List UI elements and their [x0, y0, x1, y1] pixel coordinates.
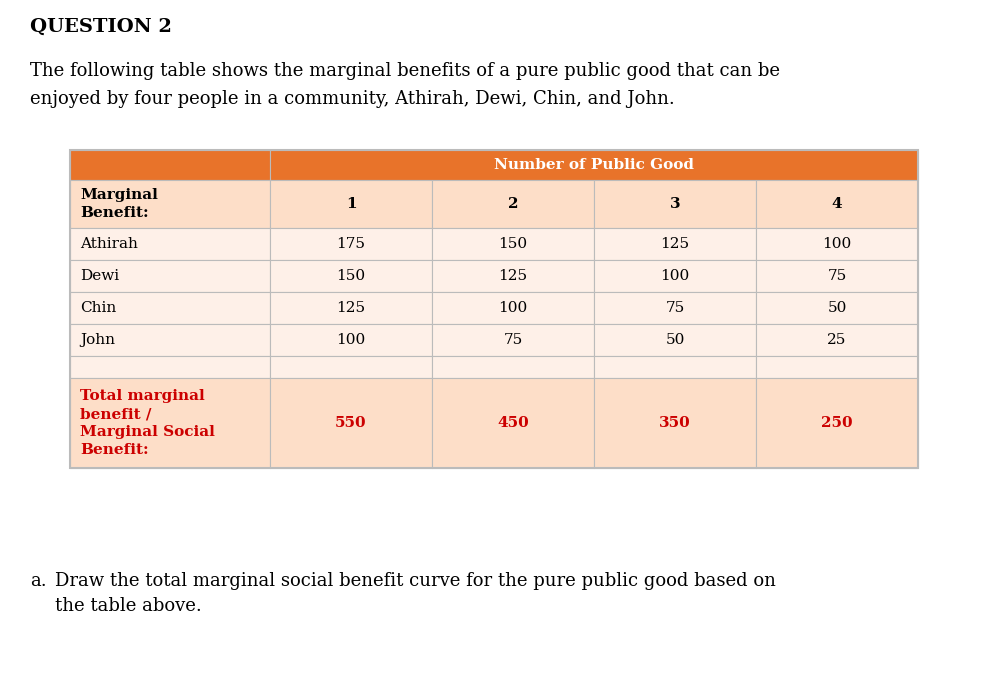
Bar: [756, 378, 918, 468]
Bar: [70, 324, 270, 356]
Text: 125: 125: [660, 237, 690, 251]
Bar: [270, 356, 432, 378]
Bar: [270, 228, 432, 260]
Bar: [432, 260, 594, 292]
Text: 75: 75: [665, 301, 685, 315]
Text: 75: 75: [503, 333, 523, 347]
Text: 350: 350: [659, 416, 691, 430]
Bar: [270, 150, 918, 180]
Bar: [756, 324, 918, 356]
Bar: [432, 378, 594, 468]
Text: Athirah: Athirah: [80, 237, 138, 251]
Text: enjoyed by four people in a community, Athirah, Dewi, Chin, and John.: enjoyed by four people in a community, A…: [30, 90, 675, 108]
Bar: [70, 292, 270, 324]
Bar: [432, 228, 594, 260]
Bar: [756, 292, 918, 324]
Bar: [70, 150, 918, 468]
Text: John: John: [80, 333, 115, 347]
Text: 3: 3: [670, 197, 681, 211]
Text: 1: 1: [346, 197, 357, 211]
Text: 150: 150: [337, 269, 366, 283]
Bar: [594, 292, 756, 324]
Text: 100: 100: [336, 333, 366, 347]
Text: 550: 550: [335, 416, 367, 430]
Text: Total marginal
benefit /
Marginal Social
Benefit:: Total marginal benefit / Marginal Social…: [80, 389, 214, 457]
Text: QUESTION 2: QUESTION 2: [30, 18, 172, 36]
Text: Marginal
Benefit:: Marginal Benefit:: [80, 188, 158, 220]
Bar: [594, 180, 756, 228]
Bar: [594, 260, 756, 292]
Text: 150: 150: [498, 237, 528, 251]
Bar: [756, 356, 918, 378]
Text: Number of Public Good: Number of Public Good: [494, 158, 694, 172]
Bar: [756, 260, 918, 292]
Bar: [70, 150, 270, 180]
Text: The following table shows the marginal benefits of a pure public good that can b: The following table shows the marginal b…: [30, 62, 780, 80]
Bar: [270, 378, 432, 468]
Bar: [70, 228, 270, 260]
Text: 2: 2: [508, 197, 519, 211]
Text: 125: 125: [337, 301, 366, 315]
Bar: [432, 180, 594, 228]
Text: 100: 100: [660, 269, 690, 283]
Bar: [756, 228, 918, 260]
Bar: [432, 356, 594, 378]
Bar: [270, 180, 432, 228]
Text: a.: a.: [30, 572, 46, 590]
Text: 450: 450: [497, 416, 529, 430]
Bar: [594, 378, 756, 468]
Text: 100: 100: [498, 301, 528, 315]
Bar: [432, 292, 594, 324]
Text: 125: 125: [498, 269, 528, 283]
Text: 25: 25: [827, 333, 847, 347]
Text: 4: 4: [832, 197, 843, 211]
Text: 50: 50: [665, 333, 685, 347]
Bar: [270, 260, 432, 292]
Bar: [432, 324, 594, 356]
Text: 50: 50: [827, 301, 847, 315]
Bar: [594, 324, 756, 356]
Text: 250: 250: [821, 416, 853, 430]
Text: 100: 100: [822, 237, 852, 251]
Bar: [70, 356, 270, 378]
Text: Chin: Chin: [80, 301, 117, 315]
Bar: [270, 292, 432, 324]
Text: Dewi: Dewi: [80, 269, 120, 283]
Bar: [756, 180, 918, 228]
Bar: [594, 356, 756, 378]
Text: Draw the total marginal social benefit curve for the pure public good based on
t: Draw the total marginal social benefit c…: [55, 572, 776, 615]
Bar: [594, 228, 756, 260]
Bar: [70, 378, 270, 468]
Text: 75: 75: [827, 269, 847, 283]
Bar: [70, 260, 270, 292]
Bar: [270, 324, 432, 356]
Text: 175: 175: [337, 237, 366, 251]
Bar: [70, 180, 270, 228]
